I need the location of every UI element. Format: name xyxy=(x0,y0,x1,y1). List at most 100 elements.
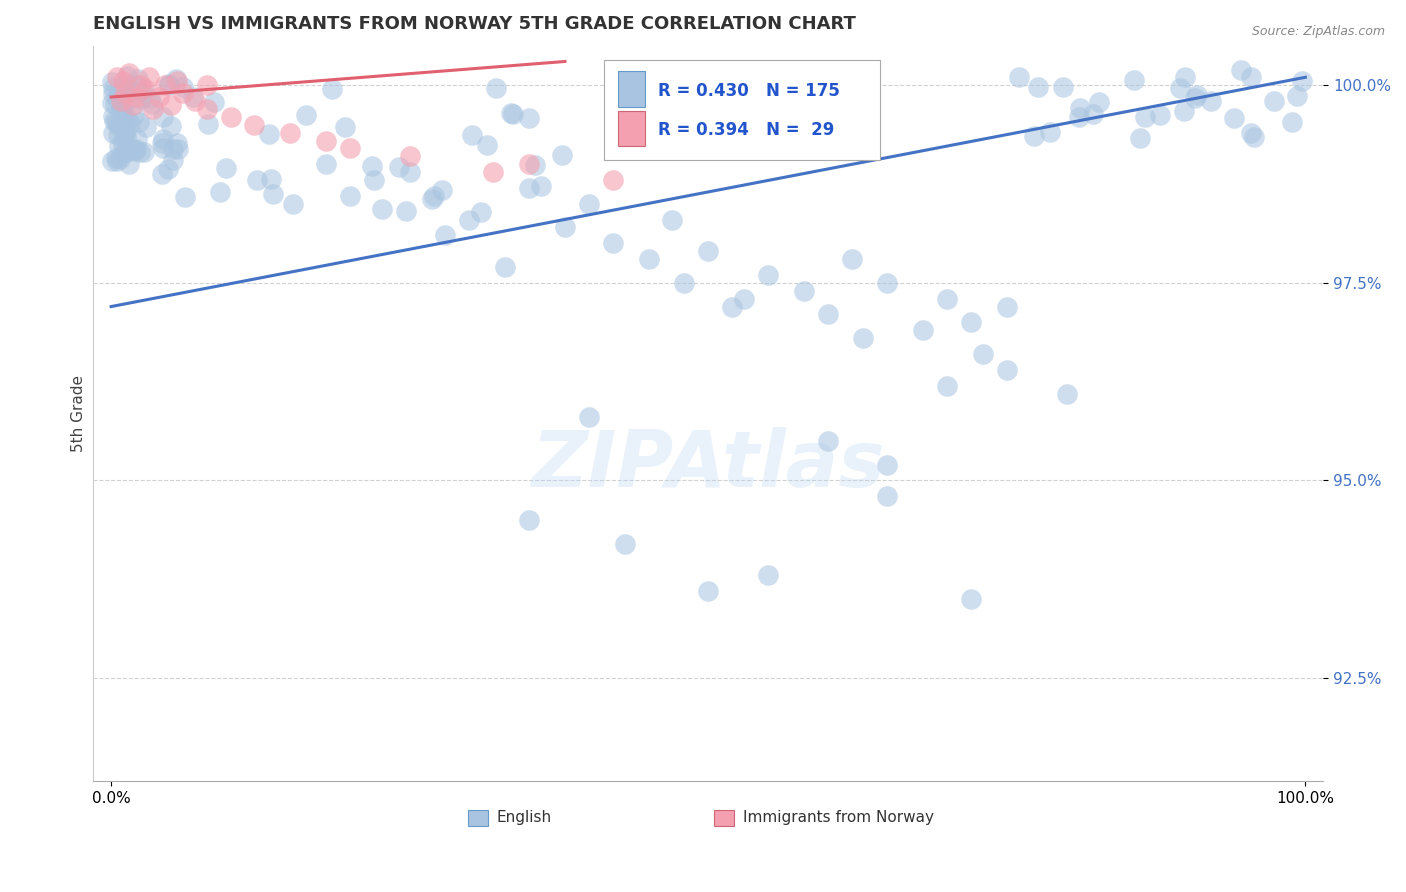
Point xyxy=(183,94,205,108)
Point xyxy=(103,114,125,128)
Point xyxy=(101,74,124,88)
Point xyxy=(1201,94,1223,108)
Point xyxy=(127,71,149,86)
Point xyxy=(101,109,124,123)
Point xyxy=(157,78,180,92)
Point xyxy=(960,592,983,607)
Point xyxy=(876,276,898,290)
Point xyxy=(499,105,522,120)
Point xyxy=(1083,107,1105,121)
Point xyxy=(115,85,138,99)
Point xyxy=(602,236,624,251)
Point xyxy=(387,160,409,174)
Point xyxy=(243,118,266,132)
Point xyxy=(131,82,153,96)
Point xyxy=(1069,101,1091,115)
Point xyxy=(111,79,134,94)
Point xyxy=(115,130,138,145)
Point xyxy=(246,173,269,187)
Point xyxy=(150,136,173,151)
Point xyxy=(733,292,755,306)
Point xyxy=(125,132,148,146)
Point xyxy=(1007,70,1029,84)
Point xyxy=(105,153,128,168)
Point xyxy=(134,82,156,96)
Point xyxy=(756,268,779,282)
Point xyxy=(458,212,481,227)
Text: R = 0.394   N =  29: R = 0.394 N = 29 xyxy=(658,121,834,139)
Point xyxy=(172,80,194,95)
Point xyxy=(517,181,540,195)
Point xyxy=(138,70,160,85)
Point xyxy=(852,331,875,345)
Point xyxy=(1291,74,1313,88)
Point xyxy=(112,129,135,144)
Point xyxy=(637,252,659,266)
Point xyxy=(554,220,576,235)
Point xyxy=(321,82,343,96)
Point xyxy=(114,125,136,139)
Point xyxy=(128,115,150,129)
Point xyxy=(115,86,138,100)
Text: R = 0.430   N = 175: R = 0.430 N = 175 xyxy=(658,81,839,100)
Point xyxy=(141,96,163,111)
Point xyxy=(1263,94,1285,108)
Point xyxy=(111,136,134,151)
Point xyxy=(673,276,696,290)
Point xyxy=(1281,115,1303,129)
Point xyxy=(101,80,124,95)
Point xyxy=(1168,81,1191,95)
Point xyxy=(110,103,132,117)
Point xyxy=(1185,87,1208,102)
Point xyxy=(117,78,139,92)
Point xyxy=(517,112,540,126)
Point xyxy=(530,179,553,194)
Point xyxy=(112,105,135,120)
Point xyxy=(101,87,124,101)
Point xyxy=(361,159,384,173)
Point xyxy=(578,196,600,211)
Point xyxy=(613,537,636,551)
Point xyxy=(181,90,204,104)
Point xyxy=(1243,129,1265,144)
Point xyxy=(1149,108,1171,122)
Point xyxy=(110,116,132,130)
Point xyxy=(121,98,143,112)
Point xyxy=(485,81,508,95)
Point xyxy=(1184,91,1206,105)
Point xyxy=(936,378,959,392)
Point xyxy=(1122,73,1144,87)
Point xyxy=(105,70,128,85)
Point xyxy=(152,132,174,146)
Point xyxy=(420,192,443,206)
Point xyxy=(494,260,516,274)
Point xyxy=(107,119,129,133)
Point xyxy=(159,98,181,112)
Point xyxy=(1067,110,1090,124)
Bar xyxy=(619,112,645,146)
Point xyxy=(105,151,128,165)
Point xyxy=(142,102,165,116)
Point xyxy=(912,323,935,337)
Point xyxy=(422,189,444,203)
Point xyxy=(152,110,174,124)
Point xyxy=(215,161,238,176)
Point xyxy=(110,83,132,97)
Point xyxy=(150,168,173,182)
Point xyxy=(257,127,280,141)
Point xyxy=(152,141,174,155)
Point xyxy=(1039,125,1062,139)
Point xyxy=(120,117,142,131)
Point xyxy=(166,74,188,88)
Point xyxy=(1133,110,1156,124)
Point xyxy=(110,152,132,166)
Point xyxy=(124,144,146,158)
Point xyxy=(110,102,132,116)
Point xyxy=(208,185,231,199)
Point xyxy=(101,126,124,140)
Point xyxy=(157,77,180,91)
Point xyxy=(395,203,418,218)
Point xyxy=(578,410,600,425)
Bar xyxy=(468,810,488,827)
Point xyxy=(112,87,135,101)
